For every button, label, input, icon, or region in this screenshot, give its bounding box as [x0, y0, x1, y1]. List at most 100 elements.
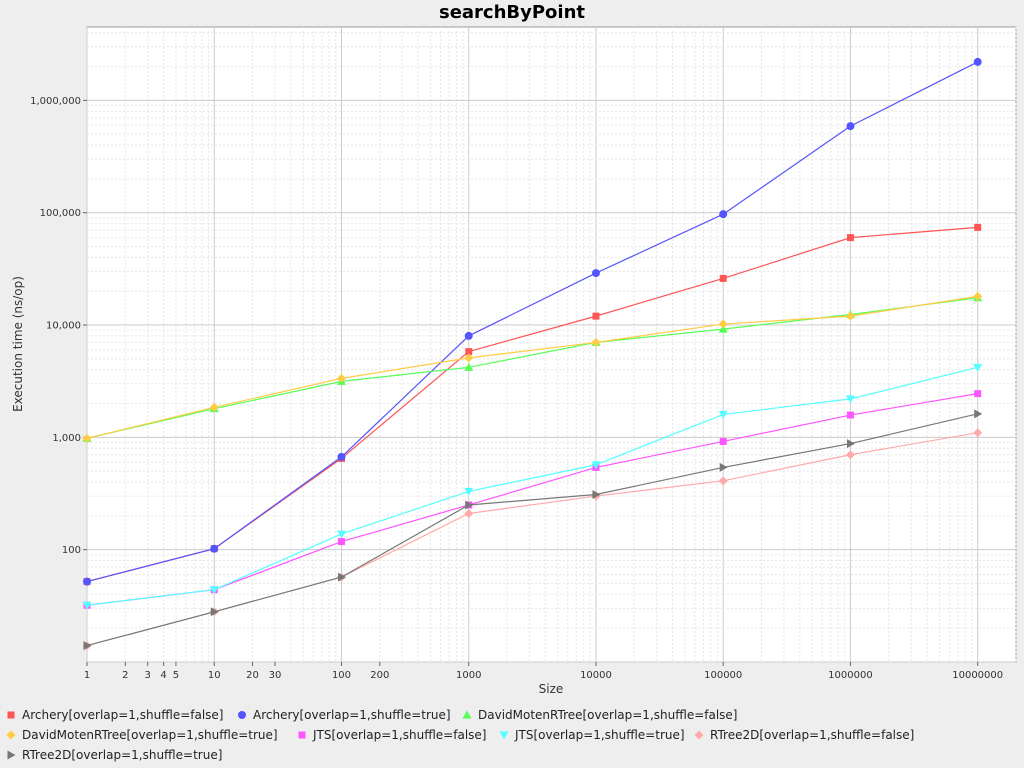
series-6	[82, 363, 983, 610]
legend-item: JTS[overlap=1,shuffle=true]	[497, 726, 685, 744]
x-axis-label: Size	[539, 682, 564, 696]
data-point	[719, 210, 728, 219]
legend-swatch	[499, 731, 509, 740]
data-point	[591, 461, 601, 470]
legend-item: Archery[overlap=1,shuffle=true]	[235, 706, 451, 724]
x-tick-label: 10	[208, 670, 221, 681]
data-point	[210, 544, 219, 553]
legend-item: RTree2D[overlap=1,shuffle=true]	[4, 746, 222, 764]
legend-label: RTree2D[overlap=1,shuffle=true]	[22, 748, 223, 762]
series-line	[86, 61, 978, 583]
x-tick-label: 3	[145, 670, 151, 681]
data-point	[337, 572, 346, 582]
data-point	[82, 433, 92, 443]
data-point	[719, 274, 727, 282]
data-point	[464, 508, 474, 518]
chart-title: searchByPoint	[439, 2, 585, 23]
data-point	[464, 362, 474, 371]
data-point	[465, 500, 474, 510]
y-tick-label: 1,000,000	[30, 96, 81, 107]
data-point	[591, 337, 601, 347]
data-point	[464, 353, 474, 363]
legend-marker	[298, 731, 306, 739]
x-tick-label: 200	[370, 670, 389, 681]
x-tick-label: 1000	[456, 670, 481, 681]
legend-label: Archery[overlap=1,shuffle=true]	[253, 708, 451, 722]
legend-marker	[7, 711, 15, 719]
data-point	[82, 601, 92, 610]
plot-area	[86, 26, 1017, 663]
data-point	[718, 410, 728, 419]
legend-label: Archery[overlap=1,shuffle=false]	[22, 708, 224, 722]
x-tick-label: 100000	[704, 670, 742, 681]
series-line	[86, 295, 978, 439]
data-point	[337, 452, 346, 461]
legend-marker	[6, 730, 16, 740]
legend-swatch	[298, 731, 306, 739]
legend-marker	[238, 711, 246, 719]
data-point	[718, 476, 728, 486]
legend-swatch	[238, 711, 246, 719]
series-line	[86, 413, 978, 647]
legend-label: JTS[overlap=1,shuffle=true]	[515, 728, 685, 742]
legend-swatch	[6, 730, 16, 740]
data-point	[718, 319, 728, 329]
legend-marker	[694, 730, 704, 740]
x-tick-label: 10000000	[952, 670, 1003, 681]
y-tick-label: 100	[62, 545, 81, 556]
series-layer	[82, 57, 983, 651]
legend-swatch	[7, 750, 16, 760]
legend-item: JTS[overlap=1,shuffle=false]	[295, 726, 486, 744]
data-point	[973, 428, 983, 438]
legend-item: RTree2D[overlap=1,shuffle=false]	[692, 726, 914, 744]
legend-item: DavidMotenRTree[overlap=1,shuffle=true]	[4, 726, 278, 744]
grid-lines	[86, 27, 1017, 663]
x-tick-label: 30	[269, 670, 282, 681]
chart-legend: Archery[overlap=1,shuffle=false] Archery[…	[0, 704, 1024, 768]
x-tick-label: 1000000	[828, 670, 873, 681]
series-4	[82, 291, 983, 443]
legend-label: RTree2D[overlap=1,shuffle=false]	[710, 728, 915, 742]
legend-marker	[7, 750, 16, 760]
data-point	[209, 402, 219, 412]
legend-marker	[462, 710, 472, 719]
legend-swatch	[694, 730, 704, 740]
data-point	[464, 331, 473, 340]
legend-label: DavidMotenRTree[overlap=1,shuffle=true]	[22, 728, 278, 742]
x-tick-label: 2	[122, 670, 128, 681]
x-tick-label: 20	[246, 670, 259, 681]
data-point	[974, 409, 983, 419]
data-point	[718, 324, 728, 333]
series-line	[86, 393, 978, 606]
data-point	[209, 586, 219, 595]
x-tick-label: 10000	[580, 670, 612, 681]
data-point	[973, 363, 983, 372]
data-point	[846, 411, 854, 419]
data-point	[592, 489, 601, 499]
data-point	[336, 530, 346, 539]
data-point	[974, 390, 982, 398]
data-point	[845, 395, 855, 404]
data-point	[591, 269, 600, 278]
chart-canvas: searchByPoint 1 2 3 4 5 10 20 30 100 200 1000 10000…	[11, 2, 1017, 696]
data-point	[846, 122, 855, 131]
axis-ticks: 1 2 3 4 5 10 20 30 100 200 1000 10000 100000 1000000 1…	[30, 96, 1003, 681]
x-tick-label: 4	[160, 670, 166, 681]
data-point	[83, 577, 91, 586]
legend-marker	[499, 731, 509, 740]
data-point	[973, 291, 983, 301]
data-point	[336, 373, 346, 383]
data-point	[464, 487, 474, 496]
legend-label: DavidMotenRTree[overlap=1,shuffle=false]	[478, 708, 738, 722]
data-point	[846, 234, 854, 242]
data-point	[974, 223, 982, 231]
data-point	[83, 641, 92, 651]
data-point	[973, 57, 982, 66]
legend-swatch	[7, 711, 15, 719]
x-tick-label: 5	[173, 670, 179, 681]
x-tick-label: 1	[84, 670, 90, 681]
data-point	[592, 312, 600, 320]
series-line	[86, 366, 978, 606]
legend-item: Archery[overlap=1,shuffle=false]	[4, 706, 223, 724]
data-point	[845, 450, 855, 460]
